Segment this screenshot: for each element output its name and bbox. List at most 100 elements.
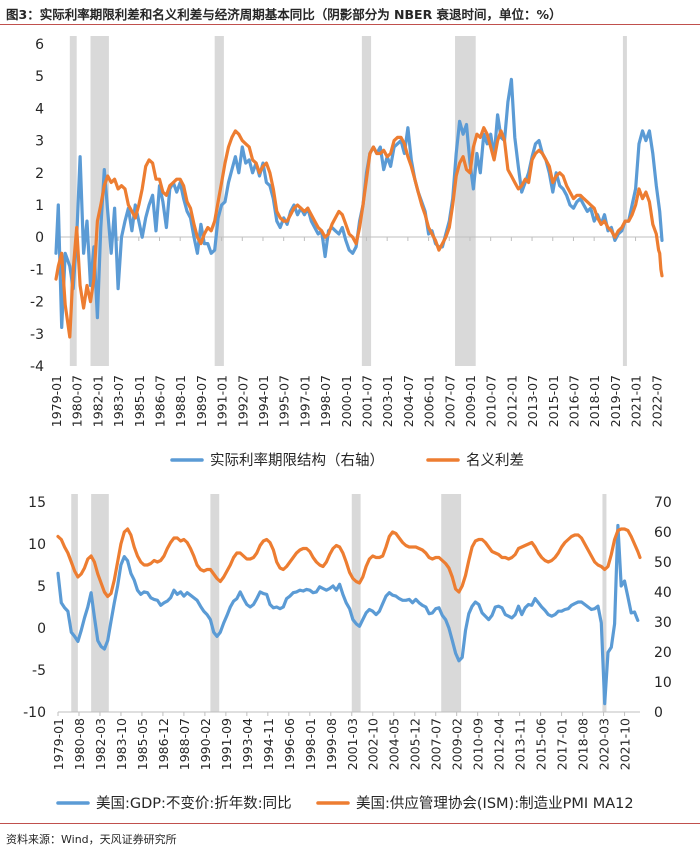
- y-tick-label: 10: [28, 537, 46, 553]
- x-tick-label: 2010-09: [471, 718, 486, 770]
- x-tick-label: 1995-07: [277, 375, 292, 427]
- recession-band: [69, 36, 77, 366]
- y-right-tick-label: 40: [654, 585, 672, 601]
- x-tick-label: 1980-07: [70, 375, 85, 427]
- legend-label: 美国:GDP:不变价:折年数:同比: [96, 795, 292, 812]
- x-tick-label: 2017-01: [555, 718, 570, 770]
- y-right-tick-label: 70: [654, 495, 672, 511]
- x-tick-label: 1992-07: [235, 375, 250, 427]
- recession-band: [622, 36, 627, 366]
- y-tick-label: 1: [35, 198, 44, 214]
- x-tick-label: 2002-10: [366, 718, 381, 770]
- x-tick-label: 2010-07: [484, 375, 499, 427]
- x-tick-label: 2012-04: [492, 718, 507, 770]
- x-tick-label: 2019-07: [608, 375, 623, 427]
- figure-title: 图3：实际利率期限利差和名义利差与经济周期基本同比（阴影部分为 NBER 衰退时…: [6, 7, 562, 22]
- y-tick-label: 0: [35, 230, 44, 246]
- x-tick-label: 2001-03: [345, 718, 360, 770]
- y-right-tick-label: 60: [654, 525, 672, 541]
- x-tick-label: 1998-01: [303, 718, 318, 770]
- chart-gdp-pmi: -10 -5 0 5 10 15 0 10 20 30 40 50 60 70 1979-01 1980-08…: [23, 494, 672, 812]
- recession-band: [602, 494, 607, 712]
- recession-band: [351, 494, 361, 712]
- x-tick-label: 2022-07: [649, 375, 664, 427]
- y-tick-label: 0: [37, 621, 46, 637]
- x-tick-label: 1980-08: [72, 718, 87, 770]
- recession-band: [441, 494, 462, 712]
- x-tick-label: 1991-01: [215, 375, 230, 427]
- x-tick-label: 2012-01: [504, 375, 519, 427]
- series-line-blue: [56, 523, 640, 706]
- legend-label: 实际利率期限结构（右轴）: [210, 452, 384, 469]
- chart-real-rate-term-spread: -4 -3 -2 -1 0 1 2 3 4 5 6 1979-01 1980-07 1982-01 1983…: [30, 36, 664, 469]
- y-tick-label: -3: [30, 327, 44, 343]
- recession-band: [71, 494, 78, 712]
- x-tick-label: 1982-01: [90, 375, 105, 427]
- x-tick-label: 2005-12: [408, 718, 423, 770]
- x-tick-label: 2000-01: [339, 375, 354, 427]
- y-tick-label: 6: [35, 37, 44, 53]
- x-tick-label: 1994-01: [256, 375, 271, 427]
- legend-label: 名义利差: [466, 452, 524, 469]
- x-tick-label: 2018-01: [587, 375, 602, 427]
- x-tick-label: 2013-11: [513, 718, 528, 770]
- y-tick-label: -1: [30, 262, 44, 278]
- recession-band: [455, 36, 476, 366]
- x-tick-label: 2004-07: [401, 375, 416, 427]
- y-tick-label: 2: [35, 166, 44, 182]
- x-tick-label: 2020-03: [597, 718, 612, 770]
- x-tick-label: 2015-06: [534, 718, 549, 770]
- x-tick-label: 1982-03: [93, 718, 108, 770]
- legend-label: 美国:供应管理协会(ISM):制造业PMI MA12: [356, 794, 634, 812]
- y-tick-label: 4: [35, 101, 44, 117]
- x-tick-label: 1994-11: [261, 718, 276, 770]
- x-tick-label: 2007-07: [429, 718, 444, 770]
- y-tick-label: 5: [37, 579, 46, 595]
- x-tick-label: 1985-05: [135, 718, 150, 770]
- y-tick-label: 5: [35, 69, 44, 85]
- x-tick-label: 1988-01: [173, 375, 188, 427]
- x-tick-label: 2006-01: [422, 375, 437, 427]
- series-line-orange: [56, 527, 642, 599]
- x-tick-label: 2013-07: [525, 375, 540, 427]
- series-line-blue: [54, 77, 664, 329]
- x-tick-label: 1983-10: [114, 718, 129, 770]
- footer-rule: [0, 823, 700, 824]
- x-tick-label: 2021-10: [618, 718, 633, 770]
- x-tick-label: 1979-01: [51, 718, 66, 770]
- x-tick-label: 1993-04: [240, 718, 255, 770]
- x-tick-label: 1986-12: [156, 718, 171, 770]
- y-tick-label: -4: [30, 359, 44, 375]
- x-tick-label: 2016-07: [566, 375, 581, 427]
- y-right-tick-label: 0: [654, 705, 663, 721]
- x-tick-label: 1991-09: [219, 718, 234, 770]
- x-tick-label: 1990-02: [198, 718, 213, 770]
- x-tick-label: 2009-01: [463, 375, 478, 427]
- series-line-orange: [54, 126, 664, 339]
- recession-band: [91, 494, 109, 712]
- y-right-tick-label: 50: [654, 555, 672, 571]
- recession-band: [210, 494, 220, 712]
- x-tick-label: 2007-07: [442, 375, 457, 427]
- x-tick-label: 2004-05: [387, 718, 402, 770]
- x-tick-label: 2021-01: [629, 375, 644, 427]
- x-tick-label: 1997-01: [297, 375, 312, 427]
- y-tick-label: 15: [28, 495, 46, 511]
- title-rule: [0, 24, 700, 25]
- x-tick-label: 2001-07: [359, 375, 374, 427]
- x-tick-label: 1985-01: [132, 375, 147, 427]
- y-tick-label: 3: [35, 134, 44, 150]
- x-tick-label: 1979-01: [49, 375, 64, 427]
- y-tick-label: -10: [23, 705, 46, 721]
- x-tick-label: 1996-06: [282, 718, 297, 770]
- x-tick-label: 2015-01: [546, 375, 561, 427]
- x-tick-label: 1989-07: [194, 375, 209, 427]
- y-tick-label: -5: [32, 663, 46, 679]
- x-tick-label: 2018-08: [576, 718, 591, 770]
- y-right-tick-label: 30: [654, 615, 672, 631]
- y-right-tick-label: 20: [654, 645, 672, 661]
- x-tick-label: 1988-07: [177, 718, 192, 770]
- x-tick-label: 1998-07: [318, 375, 333, 427]
- x-tick-label: 2009-02: [450, 718, 465, 770]
